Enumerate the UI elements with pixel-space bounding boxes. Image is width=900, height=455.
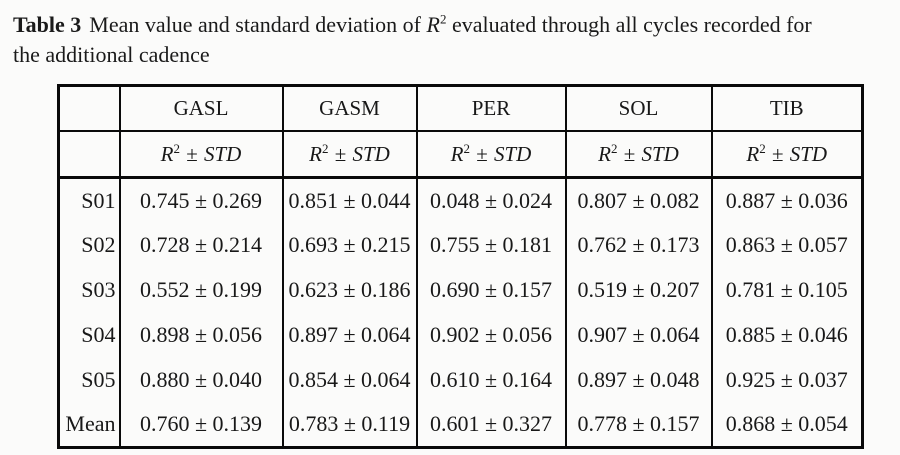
value-cell: 0.902 ± 0.056 bbox=[415, 312, 566, 358]
value-cell: 0.807 ± 0.082 bbox=[564, 177, 712, 223]
row-label: S01 bbox=[57, 177, 120, 223]
value-cell: 0.885 ± 0.046 bbox=[710, 312, 863, 358]
corner-cell bbox=[57, 85, 120, 132]
value-cell: 0.781 ± 0.105 bbox=[710, 267, 863, 313]
value-cell: 0.601 ± 0.327 bbox=[415, 402, 566, 448]
metric-header: R2 ± STD bbox=[415, 131, 566, 179]
value-cell: 0.693 ± 0.215 bbox=[281, 222, 417, 268]
metric-header: R2 ± STD bbox=[118, 131, 283, 179]
row-label: Mean bbox=[57, 402, 120, 448]
column-header-sol: SOL bbox=[564, 85, 712, 132]
caption-line-2: the additional cadence bbox=[13, 42, 210, 67]
table-row-s02: S02 0.728 ± 0.214 0.693 ± 0.215 0.755 ± … bbox=[57, 222, 863, 268]
value-cell: 0.745 ± 0.269 bbox=[118, 177, 283, 223]
column-header-tib: TIB bbox=[710, 85, 863, 132]
r-squared-symbol: R bbox=[426, 12, 440, 37]
value-cell: 0.519 ± 0.207 bbox=[564, 267, 712, 313]
results-table: GASL GASM PER SOL TIB R2 ± STD R2 ± STD … bbox=[57, 84, 864, 449]
value-cell: 0.623 ± 0.186 bbox=[281, 267, 417, 313]
row-label: S03 bbox=[57, 267, 120, 313]
metric-header: R2 ± STD bbox=[710, 131, 863, 179]
column-header-per: PER bbox=[415, 85, 566, 132]
value-cell: 0.907 ± 0.064 bbox=[564, 312, 712, 358]
value-cell: 0.851 ± 0.044 bbox=[281, 177, 417, 223]
metric-header: R2 ± STD bbox=[564, 131, 712, 179]
value-cell: 0.887 ± 0.036 bbox=[710, 177, 863, 223]
value-cell: 0.783 ± 0.119 bbox=[281, 402, 417, 448]
muscle-header-row: GASL GASM PER SOL TIB bbox=[57, 85, 863, 132]
row-label: S02 bbox=[57, 222, 120, 268]
value-cell: 0.854 ± 0.064 bbox=[281, 357, 417, 403]
table-row-mean: Mean 0.760 ± 0.139 0.783 ± 0.119 0.601 ±… bbox=[57, 402, 863, 448]
row-label: S04 bbox=[57, 312, 120, 358]
metric-header: R2 ± STD bbox=[281, 131, 417, 179]
value-cell: 0.880 ± 0.040 bbox=[118, 357, 283, 403]
value-cell: 0.897 ± 0.048 bbox=[564, 357, 712, 403]
caption-text-before: Mean value and standard deviation of bbox=[89, 12, 421, 37]
table-row-s01: S01 0.745 ± 0.269 0.851 ± 0.044 0.048 ± … bbox=[57, 177, 863, 223]
value-cell: 0.728 ± 0.214 bbox=[118, 222, 283, 268]
value-cell: 0.898 ± 0.056 bbox=[118, 312, 283, 358]
value-cell: 0.755 ± 0.181 bbox=[415, 222, 566, 268]
caption-label: Table 3 bbox=[13, 12, 82, 37]
table-row-s04: S04 0.898 ± 0.056 0.897 ± 0.064 0.902 ± … bbox=[57, 312, 863, 358]
value-cell: 0.778 ± 0.157 bbox=[564, 402, 712, 448]
table-row-s03: S03 0.552 ± 0.199 0.623 ± 0.186 0.690 ± … bbox=[57, 267, 863, 313]
value-cell: 0.610 ± 0.164 bbox=[415, 357, 566, 403]
value-cell: 0.760 ± 0.139 bbox=[118, 402, 283, 448]
value-cell: 0.897 ± 0.064 bbox=[281, 312, 417, 358]
value-cell: 0.925 ± 0.037 bbox=[710, 357, 863, 403]
value-cell: 0.868 ± 0.054 bbox=[710, 402, 863, 448]
r-squared-exponent: 2 bbox=[439, 11, 447, 27]
caption-line-1: Table 3 Mean value and standard deviation… bbox=[13, 10, 898, 40]
value-cell: 0.690 ± 0.157 bbox=[415, 267, 566, 313]
column-header-gasm: GASM bbox=[281, 85, 417, 132]
table-row-s05: S05 0.880 ± 0.040 0.854 ± 0.064 0.610 ± … bbox=[57, 357, 863, 403]
metric-header-row: R2 ± STD R2 ± STD R2 ± STD R2 ± STD R2 ±… bbox=[57, 131, 863, 179]
row-label: S05 bbox=[57, 357, 120, 403]
corner-cell bbox=[57, 131, 120, 179]
value-cell: 0.762 ± 0.173 bbox=[564, 222, 712, 268]
value-cell: 0.048 ± 0.024 bbox=[415, 177, 566, 223]
value-cell: 0.552 ± 0.199 bbox=[118, 267, 283, 313]
caption-text-after: evaluated through all cycles recorded fo… bbox=[451, 12, 812, 37]
column-header-gasl: GASL bbox=[118, 85, 283, 132]
table-caption: Table 3 Mean value and standard deviation… bbox=[13, 10, 898, 70]
value-cell: 0.863 ± 0.057 bbox=[710, 222, 863, 268]
